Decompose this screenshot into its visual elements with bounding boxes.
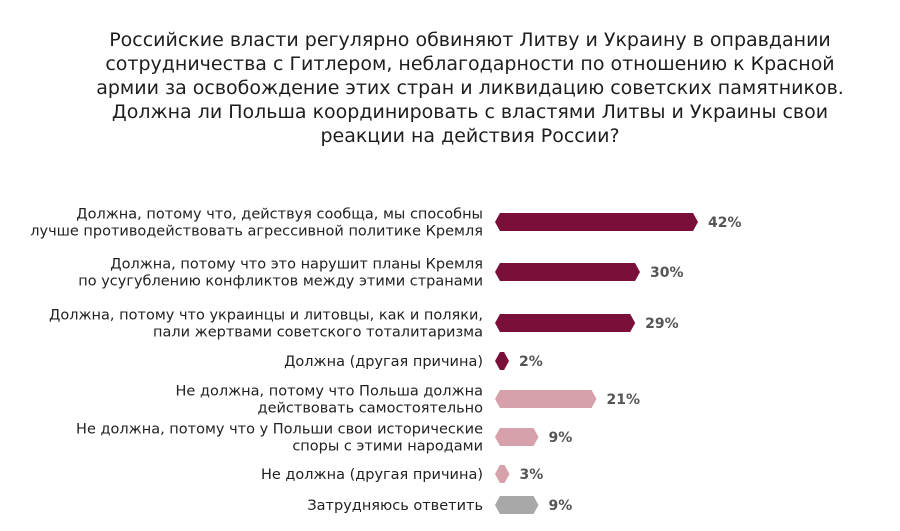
value-label: 42% bbox=[708, 215, 742, 231]
value-label: 9% bbox=[549, 498, 573, 514]
value-label: 3% bbox=[520, 467, 544, 483]
bar-row: 21% Не должна, потому что Польша должна де… bbox=[176, 384, 641, 417]
category-label-line: Должна, потому что украинцы и литовцы, к… bbox=[49, 308, 483, 324]
category-label: Не должна, потому что Польша должна дейст… bbox=[176, 384, 484, 417]
bar bbox=[495, 465, 510, 483]
bar-row: 3% Не должна (другая причина) bbox=[261, 465, 543, 483]
category-label: Должна, потому что, действуя сообща, мы … bbox=[30, 207, 483, 240]
bar-row: 9% Затрудняюсь ответить bbox=[307, 496, 572, 514]
category-label-line: споры с этими народами bbox=[292, 439, 483, 455]
category-label: Должна (другая причина) bbox=[284, 354, 483, 370]
category-label-line: Не должна, потому что Польша должна bbox=[176, 384, 483, 400]
bar bbox=[495, 314, 636, 332]
value-label: 9% bbox=[549, 430, 573, 446]
value-label: 29% bbox=[645, 316, 679, 332]
bar-row: 42% Должна, потому что, действуя сообща, … bbox=[30, 207, 741, 240]
category-label-line: по усугублению конфликтов между этими ст… bbox=[78, 274, 483, 290]
bar-row: 30% Должна, потому что это нарушит планы … bbox=[78, 257, 683, 290]
bar-row: 29% Должна, потому что украинцы и литовцы… bbox=[49, 308, 679, 341]
bar bbox=[495, 496, 539, 514]
bar bbox=[495, 390, 597, 408]
category-label-line: Должна, потому что это нарушит планы Кре… bbox=[110, 257, 483, 273]
category-label-line: лучше противодействовать агрессивной пол… bbox=[30, 224, 483, 240]
category-label-line: пали жертвами советского тоталитаризма bbox=[153, 325, 483, 341]
category-label-line: Должна, потому что, действуя сообща, мы … bbox=[76, 207, 483, 223]
value-label: 30% bbox=[650, 265, 684, 281]
value-label: 21% bbox=[607, 392, 641, 408]
bar bbox=[495, 263, 640, 281]
category-label: Должна, потому что это нарушит планы Кре… bbox=[78, 257, 483, 290]
category-label-line: Должна (другая причина) bbox=[284, 354, 483, 370]
category-label-line: Не должна, потому что у Польши свои исто… bbox=[76, 422, 483, 438]
category-label-line: действовать самостоятельно bbox=[258, 401, 484, 417]
bar-row: 9% Не должна, потому что у Польши свои ис… bbox=[76, 422, 572, 455]
value-label: 2% bbox=[519, 354, 543, 370]
bar bbox=[495, 352, 509, 370]
chart-title: Российские власти регулярно обвиняют Лит… bbox=[96, 29, 844, 147]
category-label: Должна, потому что украинцы и литовцы, к… bbox=[49, 308, 483, 341]
category-label-line: Не должна (другая причина) bbox=[261, 467, 483, 483]
category-label: Не должна (другая причина) bbox=[261, 467, 483, 483]
category-label: Не должна, потому что у Польши свои исто… bbox=[76, 422, 483, 455]
bar bbox=[495, 428, 539, 446]
category-label: Затрудняюсь ответить bbox=[307, 498, 483, 514]
bar-row: 2% Должна (другая причина) bbox=[284, 352, 543, 370]
bar bbox=[495, 213, 698, 231]
category-label-line: Затрудняюсь ответить bbox=[307, 498, 483, 514]
